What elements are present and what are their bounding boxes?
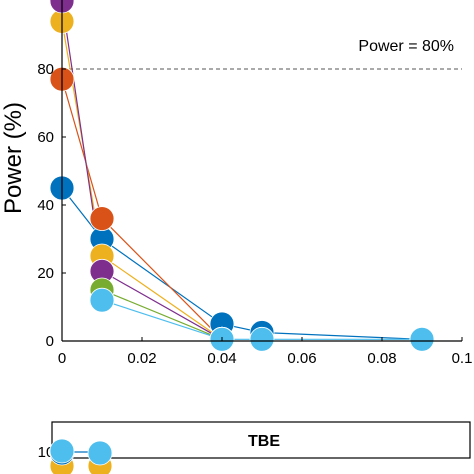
- data-point-series-6: [409, 326, 435, 352]
- data-point-series-6: [89, 287, 115, 313]
- y-tick-label: 40: [37, 197, 54, 214]
- series-line-5: [101, 289, 223, 340]
- power-chart-panel: 0 20 40 60 80 0 0.02 0.04 0.06 0.08 0.1 Power (%)…: [0, 0, 472, 367]
- tbe-panel-title: TBE: [248, 433, 280, 450]
- series-line-2: [61, 79, 223, 340]
- data-point-series-6: [249, 326, 275, 352]
- y-axis-title: Power (%): [0, 102, 27, 214]
- y-tick-label: 80: [37, 61, 54, 78]
- x-tick-label: 0.06: [287, 350, 316, 367]
- tbe-data-point: [49, 438, 75, 464]
- y-axis-ticks: 0 20 40 60 80: [37, 61, 66, 350]
- series-line-1: [61, 187, 423, 340]
- x-tick-label: 0.02: [127, 350, 156, 367]
- y-tick-label: 20: [37, 265, 54, 282]
- reference-line-label: Power = 80%: [358, 38, 454, 55]
- x-tick-label: 0.1: [452, 350, 473, 367]
- tbe-chart-panel: TBE 10: [38, 421, 471, 474]
- tbe-data-point: [87, 440, 113, 466]
- series-line-4: [61, 0, 223, 340]
- y-tick-label: 0: [46, 333, 54, 350]
- series-line-6: [101, 299, 422, 340]
- tbe-title-box: [51, 421, 471, 459]
- x-axis-ticks: 0 0.02 0.04 0.06 0.08 0.1: [58, 337, 473, 367]
- x-tick-label: 0.08: [367, 350, 396, 367]
- y-tick-label: 60: [37, 129, 54, 146]
- data-point-series-2: [89, 206, 115, 232]
- x-tick-label: 0: [58, 350, 66, 367]
- x-tick-label: 0.04: [207, 350, 236, 367]
- tbe-series-markers: [49, 438, 113, 474]
